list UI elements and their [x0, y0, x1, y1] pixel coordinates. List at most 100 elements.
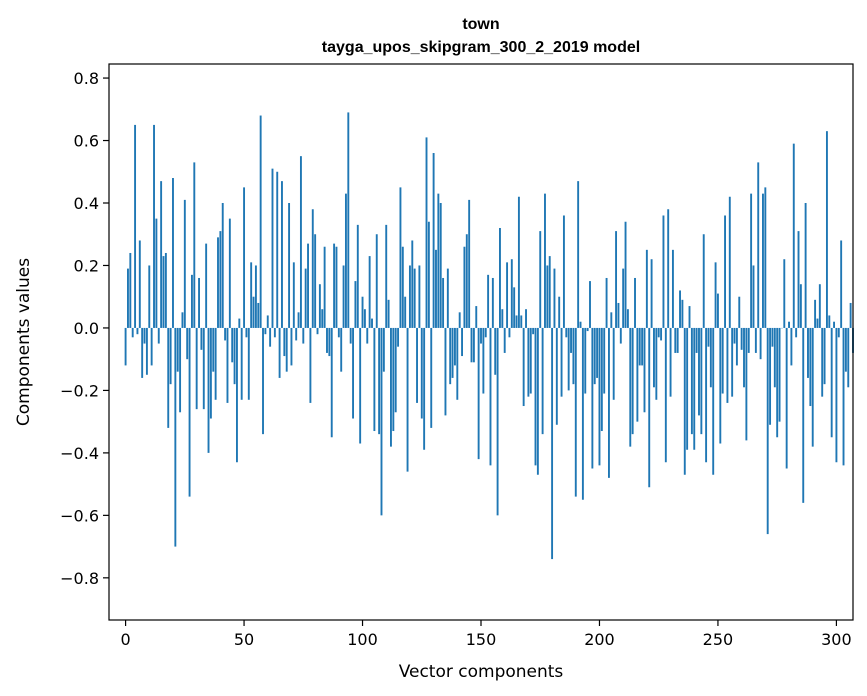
bar	[176, 327, 179, 372]
bar	[247, 327, 250, 400]
bar	[608, 327, 610, 478]
bar	[570, 327, 572, 353]
y-tick-label: 0.8	[74, 69, 99, 88]
bar	[127, 268, 129, 328]
bar	[790, 327, 793, 366]
bar	[250, 262, 253, 328]
bar	[584, 327, 587, 394]
bar	[416, 327, 418, 403]
bar	[411, 240, 414, 328]
bar	[273, 327, 276, 338]
bar	[259, 115, 262, 328]
bar	[560, 327, 563, 397]
bar	[257, 302, 260, 328]
bar	[496, 327, 499, 516]
bar	[690, 327, 693, 435]
bar	[572, 327, 575, 385]
bar	[406, 327, 409, 472]
bar	[143, 327, 146, 344]
bar	[330, 327, 333, 438]
bar	[134, 124, 137, 328]
bar	[307, 243, 309, 328]
bar	[363, 309, 366, 328]
bar	[276, 171, 279, 328]
bar	[745, 327, 748, 441]
bar	[522, 327, 525, 407]
bar	[719, 327, 722, 444]
bar	[169, 327, 172, 385]
bar	[662, 215, 665, 328]
bar	[231, 327, 234, 363]
bar	[600, 327, 603, 432]
bar	[525, 309, 527, 328]
bar	[164, 252, 167, 328]
bar	[437, 193, 440, 328]
bar	[750, 193, 753, 328]
bar	[513, 287, 516, 328]
bar	[830, 327, 833, 438]
bar	[837, 327, 840, 338]
y-tick-label: 0.4	[74, 194, 99, 213]
bar	[636, 327, 639, 422]
bar	[764, 187, 767, 328]
bar	[444, 327, 447, 416]
bar	[145, 327, 148, 375]
bar	[489, 327, 492, 466]
bar	[619, 327, 622, 344]
bar	[344, 193, 347, 328]
y-axis-label: Components values	[14, 258, 34, 426]
bar	[693, 327, 696, 450]
bar	[598, 327, 601, 466]
bar	[833, 321, 835, 328]
bar	[240, 327, 243, 400]
bar	[138, 240, 141, 328]
bar	[236, 327, 238, 463]
bar	[468, 199, 471, 328]
y-tick-label: −0.8	[60, 569, 99, 588]
bar	[657, 327, 660, 338]
bar	[183, 199, 186, 328]
bar	[731, 327, 734, 397]
bar	[432, 153, 435, 328]
bar	[304, 268, 307, 328]
bar	[124, 327, 127, 366]
bar	[390, 327, 392, 447]
bar	[155, 218, 158, 328]
bar	[399, 187, 402, 328]
bar	[425, 137, 428, 328]
chart-subtitle: tayga_upos_skipgram_300_2_2019 model	[322, 39, 640, 56]
bar	[728, 196, 731, 328]
bar	[487, 274, 490, 328]
bar	[648, 327, 651, 488]
bar	[783, 259, 786, 328]
bar	[738, 296, 741, 328]
bar	[674, 327, 677, 353]
ticks-group: 0 50 100 150 200 250 300 −0.8 −0.6 −0.4 −0.2 0.0 0.2…	[60, 69, 852, 649]
bar	[371, 318, 373, 328]
bar	[288, 203, 291, 328]
bar	[430, 327, 433, 428]
bar	[844, 327, 847, 372]
bar	[712, 327, 715, 475]
bar	[835, 327, 838, 463]
bar	[418, 265, 421, 328]
bar	[499, 227, 501, 328]
bar	[463, 246, 466, 328]
bar	[534, 327, 537, 466]
bar	[207, 327, 210, 453]
bar	[408, 265, 411, 328]
bar	[617, 302, 620, 328]
bar	[520, 315, 523, 328]
bar	[172, 178, 174, 328]
bar	[150, 327, 153, 366]
bar	[378, 327, 381, 435]
bar	[326, 327, 328, 353]
bar	[209, 327, 212, 419]
bar	[212, 327, 215, 372]
bar	[707, 327, 710, 347]
bar	[359, 327, 362, 444]
bar	[153, 124, 155, 328]
bar	[311, 209, 314, 328]
bar	[660, 327, 663, 341]
